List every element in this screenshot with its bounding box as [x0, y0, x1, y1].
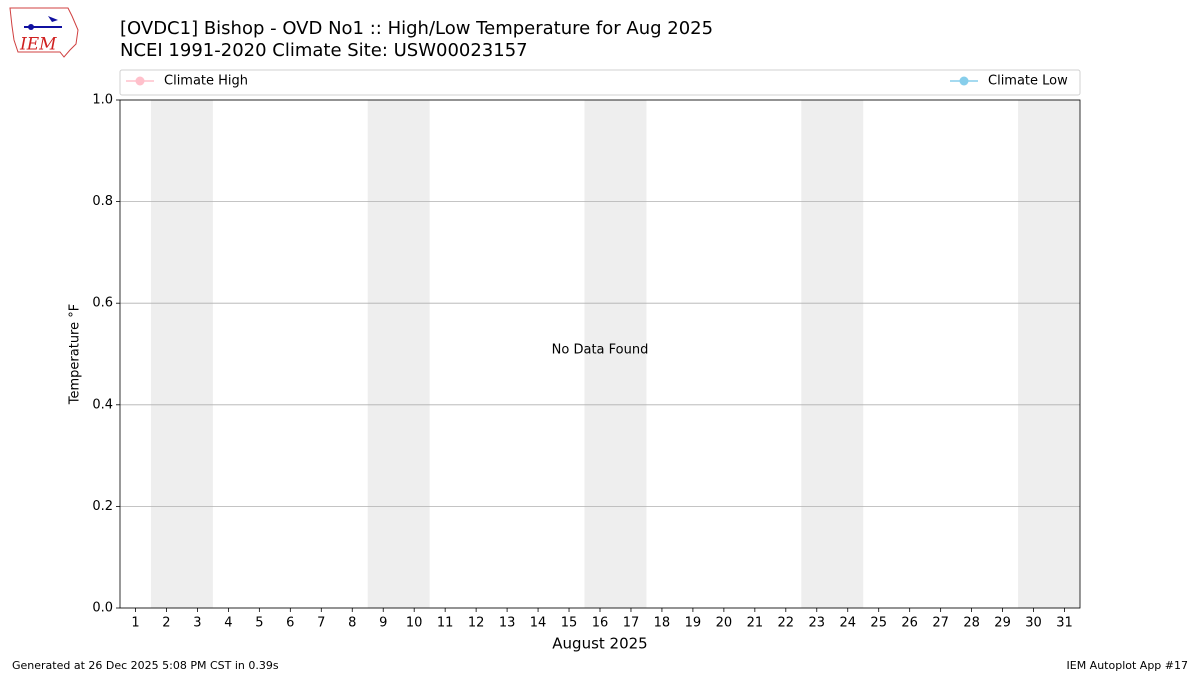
logo-outline	[9, 7, 79, 58]
logo: IEM	[9, 7, 79, 58]
x-tick-label: 20	[716, 616, 733, 631]
x-tick-label: 6	[286, 616, 294, 631]
x-tick-label: 7	[317, 616, 325, 631]
chart-subtitle: NCEI 1991-2020 Climate Site: USW00023157	[120, 40, 528, 61]
weekend-band	[584, 100, 647, 608]
x-tick-label: 11	[437, 616, 454, 631]
x-axis-label: August 2025	[552, 635, 647, 653]
x-tick-label: 18	[654, 616, 671, 631]
x-tick-label: 24	[839, 616, 856, 631]
x-tick-label: 10	[406, 616, 423, 631]
x-tick-label: 1	[131, 616, 139, 631]
legend-label: Climate Low	[988, 74, 1068, 89]
x-tick-label: 9	[379, 616, 387, 631]
x-tick-label: 22	[778, 616, 795, 631]
weekend-band	[150, 100, 213, 608]
weekend-band	[1018, 100, 1080, 608]
legend-box	[119, 69, 1081, 96]
x-tick-label: 16	[592, 616, 609, 631]
logo-text: IEM	[19, 35, 57, 55]
x-tick-label: 12	[468, 616, 485, 631]
x-tick-label: 19	[685, 616, 702, 631]
y-tick-label: 0.8	[92, 194, 113, 209]
x-tick-label: 17	[623, 616, 640, 631]
legend-entry: Climate High	[126, 74, 248, 89]
x-tick-label: 15	[561, 616, 578, 631]
y-tick-label: 0.6	[92, 296, 113, 311]
x-tick-label: 29	[994, 616, 1011, 631]
y-tick-label: 0.4	[92, 397, 113, 412]
x-tick-label: 21	[747, 616, 764, 631]
x-tick-label: 25	[870, 616, 887, 631]
weekend-band	[367, 100, 430, 608]
legend-swatch-marker	[959, 76, 969, 86]
x-tick-label: 14	[530, 616, 547, 631]
x-tick-label: 3	[193, 616, 201, 631]
y-tick-label: 0.2	[92, 499, 113, 514]
x-tick-label: 28	[963, 616, 980, 631]
footer-right: IEM Autoplot App #17	[1067, 659, 1189, 672]
x-tick-label: 2	[162, 616, 170, 631]
x-tick-label: 13	[499, 616, 516, 631]
logo-flag	[48, 16, 58, 22]
y-tick-label: 0.0	[92, 601, 113, 616]
annotation: No Data Found	[552, 343, 649, 358]
plot-frame	[119, 99, 1081, 609]
x-tick-label: 27	[932, 616, 949, 631]
x-tick-label: 4	[224, 616, 232, 631]
y-tick-label: 1.0	[92, 93, 113, 108]
chart-title: [OVDC1] Bishop - OVD No1 :: High/Low Tem…	[120, 18, 713, 39]
x-tick-label: 8	[348, 616, 356, 631]
y-axis-label: Temperature °F	[68, 304, 83, 405]
x-tick-label: 30	[1025, 616, 1042, 631]
x-tick-label: 26	[901, 616, 918, 631]
x-tick-label: 31	[1056, 616, 1073, 631]
weekend-band	[801, 100, 864, 608]
legend-label: Climate High	[164, 74, 248, 89]
x-tick-label: 23	[809, 616, 826, 631]
logo-dot	[28, 24, 34, 30]
legend-entry: Climate Low	[950, 74, 1068, 89]
x-tick-label: 5	[255, 616, 263, 631]
legend-swatch-marker	[135, 76, 145, 86]
footer-left: Generated at 26 Dec 2025 5:08 PM CST in …	[12, 659, 279, 672]
